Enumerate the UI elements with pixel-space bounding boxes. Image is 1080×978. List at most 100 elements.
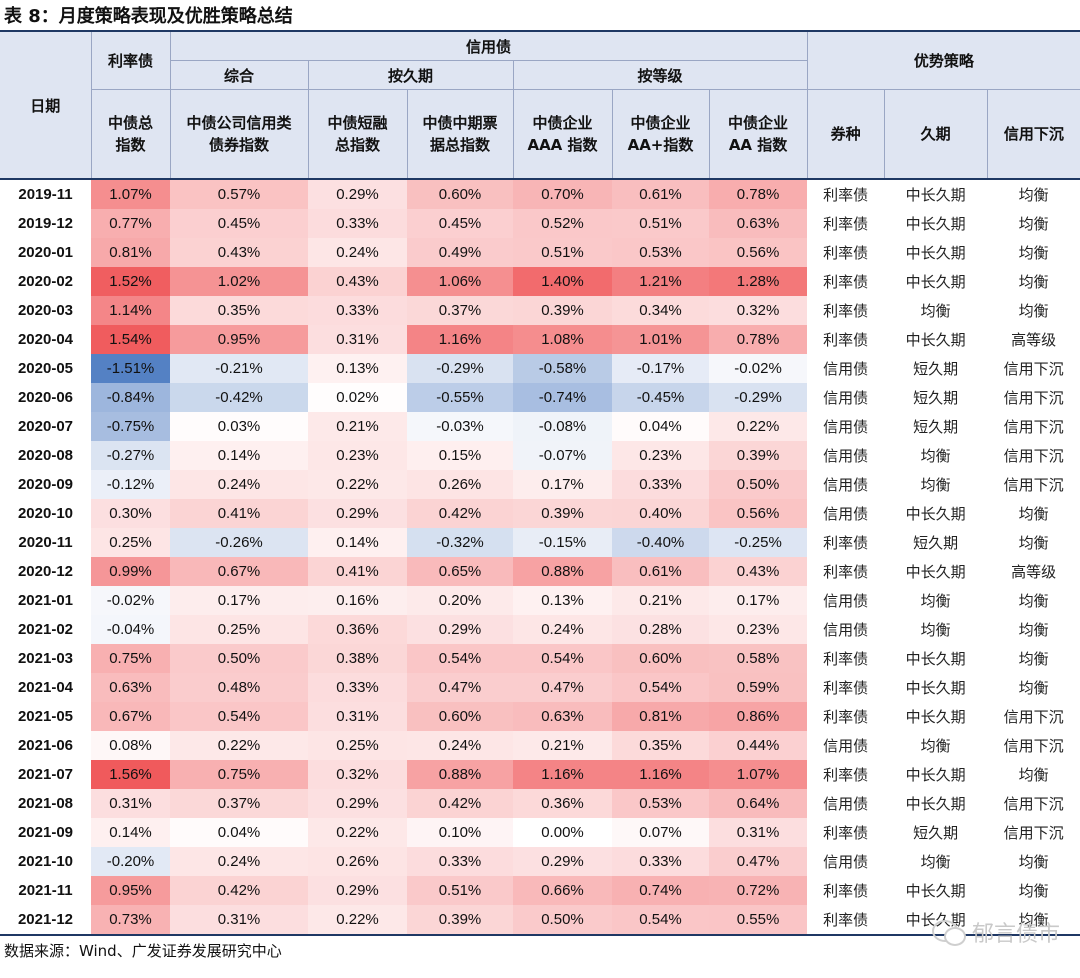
return-cell: 0.03% — [170, 412, 308, 441]
strategy-credit: 均衡 — [1018, 215, 1049, 233]
table-row: 2020-03 1.14% 0.35% 0.33% 0.37% 0.39% 0.34% 0.3… — [0, 296, 1080, 325]
return-cell: 0.00% — [513, 818, 612, 847]
strategy-duration: 均衡 — [920, 476, 951, 494]
return-cell: -0.32% — [407, 528, 513, 557]
return-cell: 0.35% — [170, 296, 308, 325]
return-cell: 1.16% — [612, 760, 709, 789]
strategy-credit: 均衡 — [1018, 273, 1049, 291]
return-cell: 1.06% — [407, 267, 513, 296]
return-cell: 0.33% — [308, 209, 407, 238]
header-advantage-strategy: 优势策略 — [807, 31, 1080, 90]
return-cell: 0.99% — [91, 557, 170, 586]
return-cell: 0.70% — [513, 179, 612, 209]
return-cell: 0.81% — [91, 238, 170, 267]
return-cell: 0.95% — [170, 325, 308, 354]
table-row: 2021-03 0.75% 0.50% 0.38% 0.54% 0.54% 0.60% 0.5… — [0, 644, 1080, 673]
return-cell: -0.29% — [709, 383, 808, 412]
table-row: 2021-07 1.56% 0.75% 0.32% 0.88% 1.16% 1.16% 1.0… — [0, 760, 1080, 789]
table-row: 2021-09 0.14% 0.04% 0.22% 0.10% 0.00% 0.07% 0.3… — [0, 818, 1080, 847]
return-cell: 0.15% — [407, 441, 513, 470]
strategy-credit: 信用下沉 — [1003, 824, 1064, 842]
return-cell: 0.24% — [170, 470, 308, 499]
return-cell: -0.58% — [513, 354, 612, 383]
return-cell: 0.31% — [709, 818, 808, 847]
table-row: 2020-05 -1.51% -0.21% 0.13% -0.29% -0.58% -0.1… — [0, 354, 1080, 383]
return-cell: 0.43% — [308, 267, 407, 296]
return-cell: 0.37% — [170, 789, 308, 818]
return-cell: 0.51% — [612, 209, 709, 238]
strategy-bond-type: 利率债 — [823, 302, 869, 320]
table-row: 2020-04 1.54% 0.95% 0.31% 1.16% 1.08% 1.01% 0.7… — [0, 325, 1080, 354]
col-rate-total-index: 中债总 指数 — [91, 89, 171, 180]
return-cell: 0.26% — [308, 847, 407, 876]
return-cell: 0.65% — [407, 557, 513, 586]
return-cell: 0.50% — [709, 470, 808, 499]
return-cell: 0.45% — [170, 209, 308, 238]
return-cell: 0.51% — [513, 238, 612, 267]
return-cell: 0.04% — [612, 412, 709, 441]
return-cell: 0.63% — [91, 673, 170, 702]
return-cell: 0.32% — [308, 760, 407, 789]
strategy-duration: 短久期 — [913, 824, 959, 842]
return-cell: 0.32% — [709, 296, 808, 325]
return-cell: -0.84% — [91, 383, 170, 412]
return-cell: 0.36% — [513, 789, 612, 818]
strategy-bond-type: 信用债 — [823, 360, 869, 378]
col-aaa-index: 中债企业 AAA 指数 — [513, 89, 613, 180]
strategy-bond-type: 利率债 — [823, 708, 869, 726]
table-header: 日期 利率债 信用债 优势策略 综合 按久期 按等级 中债总 指数 中债公司信用类… — [0, 31, 1080, 180]
strategy-duration: 均衡 — [920, 302, 951, 320]
table-row: 2021-05 0.67% 0.54% 0.31% 0.60% 0.63% 0.81% 0.8… — [0, 702, 1080, 731]
return-cell: 0.50% — [513, 905, 612, 936]
col-aa-index: 中债企业 AA 指数 — [709, 89, 808, 180]
return-cell: 0.47% — [709, 847, 808, 876]
strategy-duration: 中长久期 — [905, 650, 966, 668]
source-note: 数据来源：Wind、广发证券发展研究中心 — [4, 942, 282, 960]
strategy-bond-type: 利率债 — [823, 766, 869, 784]
return-cell: 0.39% — [513, 296, 612, 325]
strategy-bond-type: 信用债 — [823, 592, 869, 610]
strategy-duration: 短久期 — [913, 418, 959, 436]
row-date: 2019-12 — [17, 215, 74, 232]
row-date: 2020-01 — [17, 244, 74, 261]
return-cell: 0.42% — [170, 876, 308, 905]
strategy-credit: 信用下沉 — [1003, 447, 1064, 465]
strategy-credit: 均衡 — [1018, 853, 1049, 871]
return-cell: 0.60% — [407, 702, 513, 731]
header-rate-bond: 利率债 — [91, 31, 171, 90]
return-cell: 0.53% — [612, 789, 709, 818]
return-cell: 0.56% — [709, 499, 808, 528]
return-cell: 1.14% — [91, 296, 170, 325]
return-cell: 0.14% — [91, 818, 170, 847]
return-cell: -0.02% — [709, 354, 808, 383]
row-date: 2021-06 — [17, 737, 74, 754]
row-date: 2021-10 — [17, 853, 74, 870]
table-row: 2020-12 0.99% 0.67% 0.41% 0.65% 0.88% 0.61% 0.4… — [0, 557, 1080, 586]
return-cell: 0.63% — [709, 209, 808, 238]
return-cell: 0.40% — [612, 499, 709, 528]
return-cell: 0.39% — [513, 499, 612, 528]
return-cell: 0.88% — [407, 760, 513, 789]
return-cell: 0.73% — [91, 905, 170, 936]
return-cell: 0.24% — [513, 615, 612, 644]
return-cell: 0.21% — [308, 412, 407, 441]
strategy-duration: 短久期 — [913, 389, 959, 407]
return-cell: 0.23% — [709, 615, 808, 644]
return-cell: 1.07% — [709, 760, 808, 789]
table-row: 2020-11 0.25% -0.26% 0.14% -0.32% -0.15% -0.40… — [0, 528, 1080, 557]
return-cell: 0.86% — [709, 702, 808, 731]
row-date: 2021-12 — [0, 905, 91, 936]
strategy-bond-type: 利率债 — [823, 534, 869, 552]
return-cell: 1.02% — [170, 267, 308, 296]
return-cell: 0.59% — [709, 673, 808, 702]
return-cell: 0.33% — [308, 673, 407, 702]
strategy-credit: 均衡 — [1018, 186, 1049, 204]
return-cell: 0.75% — [170, 760, 308, 789]
return-cell: 0.22% — [308, 905, 407, 936]
col-corp-credit-index: 中债公司信用类 债券指数 — [170, 89, 309, 180]
strategy-duration: 均衡 — [920, 621, 951, 639]
return-cell: 0.24% — [407, 731, 513, 760]
table-row: 2020-09 -0.12% 0.24% 0.22% 0.26% 0.17% 0.33% 0.… — [0, 470, 1080, 499]
strategy-bond-type: 利率债 — [823, 824, 869, 842]
strategy-credit: 信用下沉 — [1003, 360, 1064, 378]
